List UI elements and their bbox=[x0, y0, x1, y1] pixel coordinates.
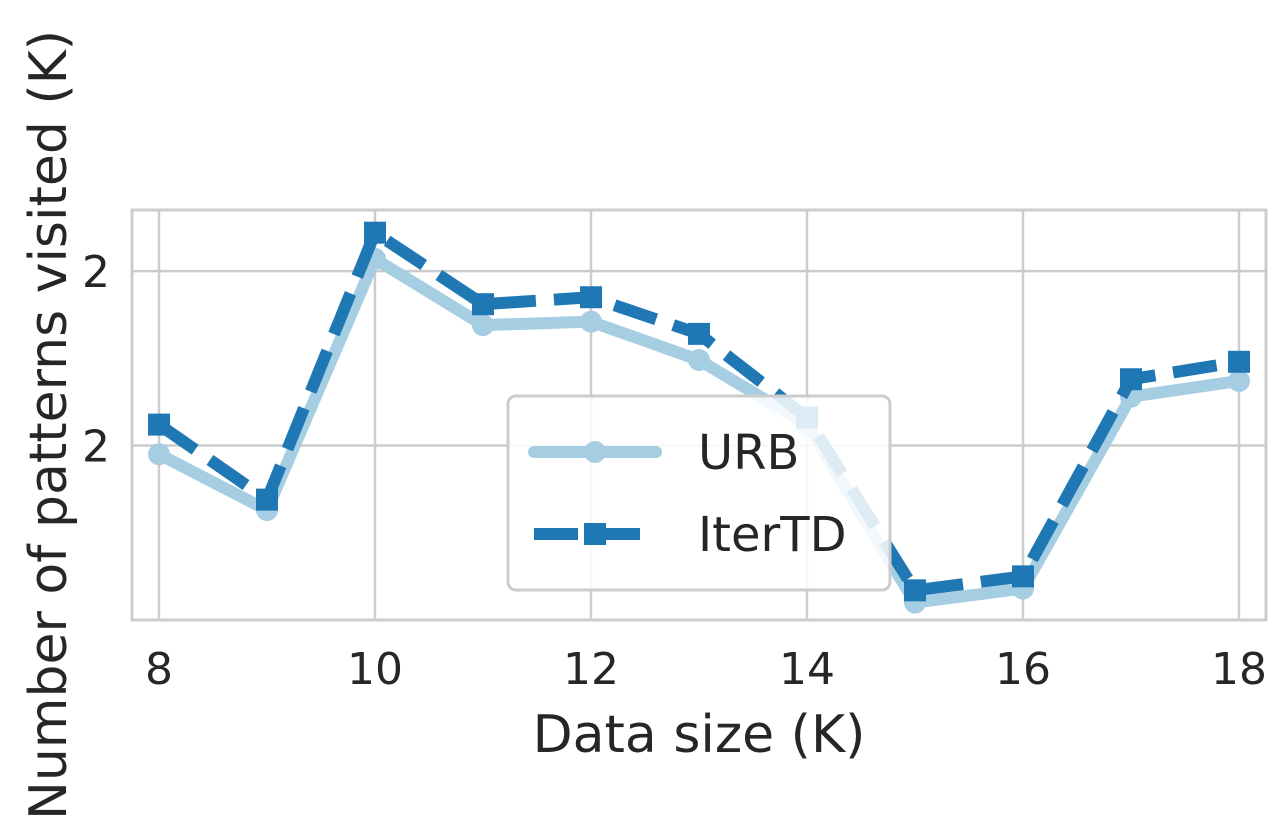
legend-marker-urb bbox=[584, 441, 606, 463]
plot-frame bbox=[130, 208, 1268, 622]
data-point bbox=[580, 310, 602, 333]
data-point bbox=[1228, 369, 1250, 392]
x-tick-label: 10 bbox=[347, 644, 403, 695]
data-point bbox=[148, 413, 170, 436]
legend-label-urb: URB bbox=[698, 425, 799, 481]
x-axis-label: Data size (K) bbox=[533, 705, 866, 765]
x-tick-label: 12 bbox=[563, 644, 619, 695]
legend-marker-itertd bbox=[584, 523, 606, 545]
data-point bbox=[1228, 350, 1250, 373]
legend-entry-urb: URB bbox=[528, 425, 799, 481]
data-point bbox=[148, 443, 170, 466]
legend-label-itertd: IterTD bbox=[698, 507, 847, 563]
y-tick-label: 2 bbox=[82, 247, 110, 298]
x-tick-label: 16 bbox=[995, 644, 1051, 695]
data-point bbox=[364, 221, 386, 244]
data-point bbox=[688, 322, 710, 345]
x-tick-label: 18 bbox=[1211, 644, 1267, 695]
x-tick-label: 14 bbox=[779, 644, 835, 695]
y-axis-label: Number of patterns visited (K) bbox=[19, 30, 79, 820]
data-point bbox=[904, 579, 926, 602]
data-point bbox=[472, 314, 494, 337]
data-point bbox=[580, 286, 602, 309]
y-tick-label: 2 bbox=[82, 422, 110, 473]
x-tick-label: 8 bbox=[145, 644, 173, 695]
data-point bbox=[1012, 565, 1034, 588]
data-point bbox=[256, 488, 278, 511]
data-point bbox=[688, 349, 710, 372]
data-point bbox=[472, 293, 494, 316]
data-point bbox=[1120, 368, 1142, 391]
series-layer bbox=[148, 221, 1250, 614]
tick-labels: 8 10 12 14 16 18 2 2 bbox=[82, 247, 1267, 695]
legend-entry-itertd: IterTD bbox=[534, 507, 847, 563]
legend: URB IterTD bbox=[506, 394, 892, 592]
